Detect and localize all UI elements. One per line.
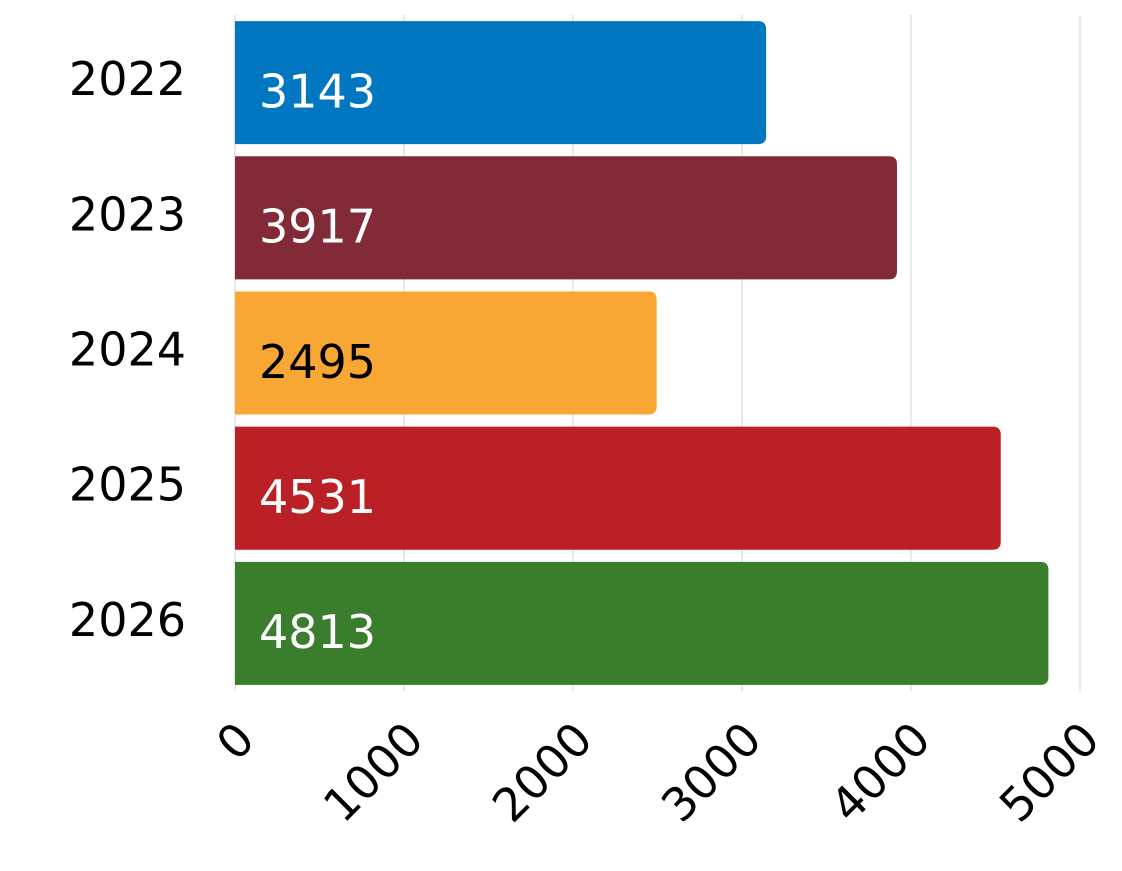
bar [235, 426, 1001, 550]
bar [235, 21, 767, 145]
y-tick-label: 2024 [69, 323, 186, 377]
value-label: 4813 [259, 605, 376, 659]
x-tick-label: 3000 [651, 712, 772, 833]
value-label: 4531 [259, 470, 376, 524]
bar [235, 561, 1049, 685]
x-tick-label: 4000 [820, 712, 941, 833]
bar [235, 291, 657, 415]
bar [235, 156, 897, 280]
value-label: 2495 [259, 335, 376, 389]
x-tick-label: 2000 [482, 712, 603, 833]
y-tick-label: 2025 [69, 458, 186, 512]
value-label: 3143 [259, 64, 376, 118]
y-tick-label: 2026 [69, 593, 186, 647]
y-tick-label: 2022 [69, 52, 186, 106]
x-tick-label: 1000 [313, 712, 434, 833]
x-tick-label: 5000 [989, 712, 1110, 833]
value-label: 3917 [259, 200, 376, 254]
x-tick-label: 0 [206, 712, 265, 771]
y-tick-label: 2023 [69, 187, 186, 241]
